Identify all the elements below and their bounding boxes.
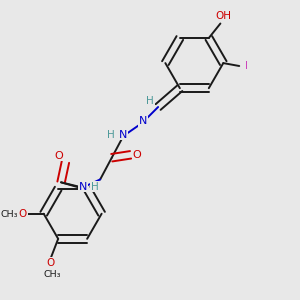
Text: O: O (133, 150, 141, 160)
Text: CH₃: CH₃ (1, 210, 18, 219)
Text: O: O (19, 209, 27, 219)
Text: N: N (139, 116, 147, 126)
Text: H: H (146, 96, 154, 106)
Text: H: H (107, 130, 115, 140)
Text: CH₃: CH₃ (44, 270, 61, 279)
Text: I: I (245, 61, 248, 71)
Text: OH: OH (215, 11, 231, 21)
Text: N: N (118, 130, 127, 140)
Text: O: O (55, 151, 63, 161)
Text: O: O (47, 258, 55, 268)
Text: H: H (91, 182, 98, 192)
Text: N: N (79, 182, 87, 192)
